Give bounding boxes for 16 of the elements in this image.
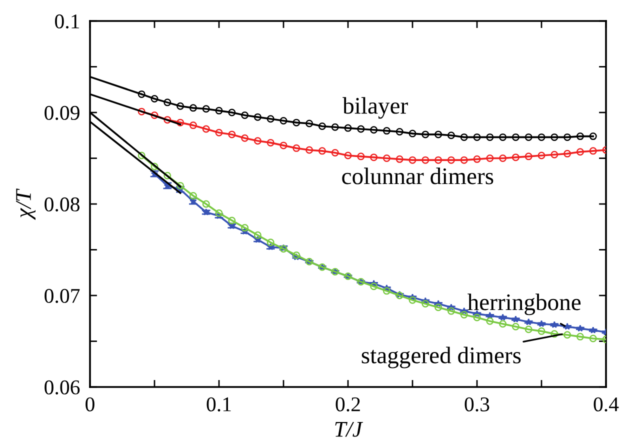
- y-tick-label: 0.09: [44, 106, 80, 120]
- x-tick-label: 0: [86, 397, 94, 412]
- y-tick-label: 0.06: [44, 380, 80, 395]
- annotation: herringbone: [468, 294, 581, 316]
- x-tick-label: 0.2: [336, 397, 360, 412]
- x-tick-label: 0.1: [206, 397, 231, 412]
- annotation: bilayer: [342, 97, 408, 119]
- y-axis-title: χ/T: [16, 188, 36, 220]
- annotation: colunnar dimers: [342, 168, 494, 184]
- y-tick-label: 0.07: [44, 288, 80, 304]
- y-tick-label: 0.1: [55, 14, 80, 29]
- x-tick-label: 0.4: [594, 397, 619, 412]
- annotation: staggered dimers: [362, 346, 521, 368]
- x-axis-title: T/J: [335, 422, 364, 437]
- y-tick-label: 0.08: [44, 197, 80, 212]
- x-tick-label: 0.3: [464, 397, 490, 412]
